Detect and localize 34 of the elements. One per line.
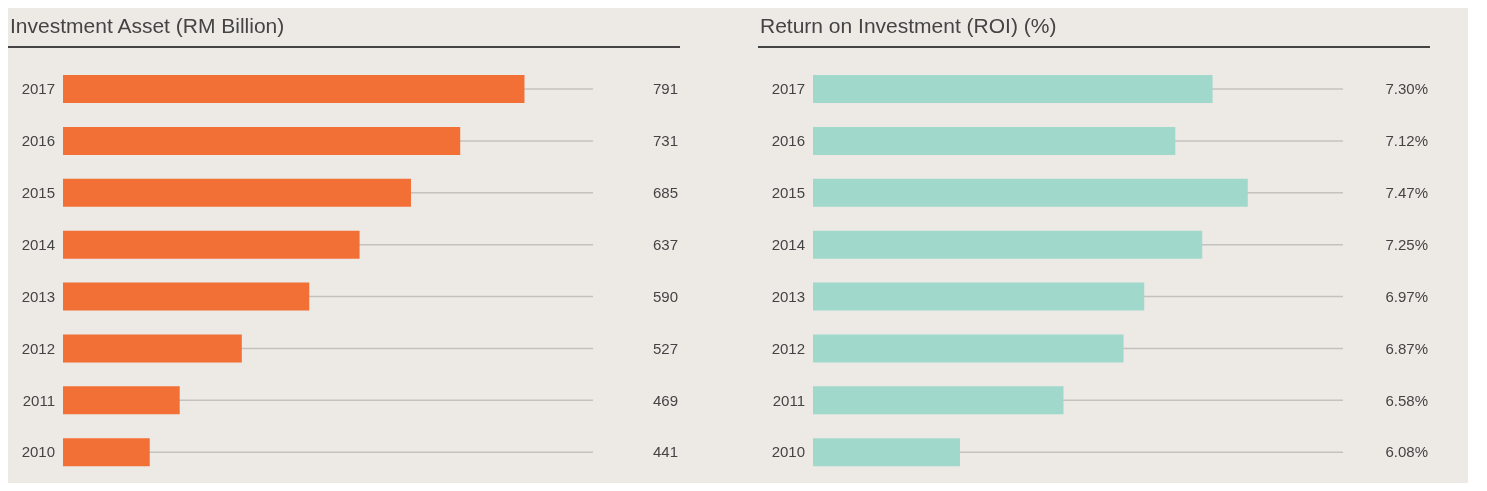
data-label: 637 [652,235,678,253]
y-tick-label: 2017 [21,80,55,98]
chart-title: Return on Investment (ROI) (%) [758,8,1430,48]
y-tick-label: 2012 [771,339,805,357]
data-label: 590 [652,287,678,305]
data-label: 6.08% [1385,443,1428,461]
data-label: 791 [652,80,678,98]
y-tick-label: 2011 [22,391,55,409]
y-tick-label: 2014 [21,235,55,253]
data-label: 7.47% [1385,184,1428,201]
data-label: 7.30% [1385,80,1428,98]
data-label: 685 [652,184,678,201]
y-tick-label: 2014 [771,235,805,253]
data-label: 7.25% [1385,235,1428,253]
data-label: 469 [652,391,678,409]
y-tick-label: 2011 [772,391,805,409]
y-tick-label: 2012 [21,339,55,357]
data-label: 731 [652,132,678,150]
data-label: 7.12% [1385,132,1428,150]
data-label: 6.58% [1385,391,1428,409]
y-tick-label: 2015 [21,184,55,202]
data-label: 6.87% [1385,339,1428,357]
data-label: 441 [652,443,678,461]
y-tick-label: 2015 [771,184,805,202]
y-tick-label: 2013 [21,287,55,305]
data-label: 527 [652,339,678,357]
y-tick-label: 2010 [21,443,55,461]
data-label: 6.97% [1385,287,1428,305]
y-tick-label: 2016 [771,132,805,150]
y-tick-label: 2016 [21,132,55,150]
chart-title: Investment Asset (RM Billion) [8,8,680,48]
y-tick-label: 2010 [771,443,805,461]
y-tick-label: 2017 [771,80,805,98]
y-tick-label: 2013 [771,287,805,305]
